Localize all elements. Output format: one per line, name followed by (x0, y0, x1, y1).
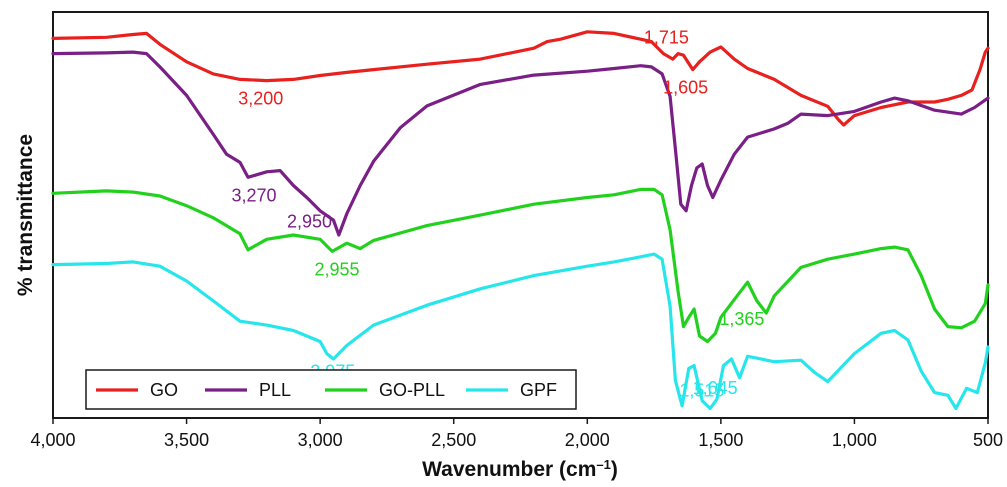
series-line-pll (51, 50, 990, 237)
y-axis-label: % transmittance (14, 134, 37, 296)
peak-label: 1,715 (644, 28, 689, 48)
peak-label: 1,645 (693, 378, 738, 398)
legend-label-go-pll: GO-PLL (379, 380, 445, 400)
peak-label: 2,950 (287, 211, 332, 231)
x-tick-label: 500 (973, 430, 1003, 450)
x-tick-label: 3,500 (164, 430, 209, 450)
annotation-layer: 3,2001,7151,6053,2702,9502,9551,3652,975… (231, 28, 764, 401)
legend-label-pll: PLL (259, 380, 291, 400)
series-layer (51, 30, 990, 411)
x-axis-label: Wavenumber (cm–1) (422, 457, 618, 482)
peak-label: 1,515 (679, 381, 724, 401)
series-line-gpf (51, 252, 990, 411)
legend: GO PLL GO-PLL GPF (85, 369, 577, 410)
x-tick-label: 2,500 (431, 430, 476, 450)
peak-label: 3,200 (238, 89, 283, 109)
x-tick-label: 4,000 (30, 430, 75, 450)
x-tick-label: 3,000 (298, 430, 343, 450)
peak-label: 3,270 (231, 185, 276, 205)
legend-label-go: GO (150, 380, 178, 400)
x-tick-label: 2,000 (565, 430, 610, 450)
peak-label: 1,605 (663, 78, 708, 98)
series-line-go (51, 30, 990, 127)
x-tick-label: 1,500 (698, 430, 743, 450)
peak-label: 2,955 (314, 259, 359, 279)
legend-label-gpf: GPF (520, 380, 557, 400)
peak-label: 1,365 (719, 309, 764, 329)
x-tick-layer: 4,000 3,500 3,000 2,500 2,000 1,500 1,000 500 (30, 418, 1003, 450)
x-tick-label: 1,000 (832, 430, 877, 450)
plot-area-frame (52, 11, 989, 419)
series-line-go-pll (51, 187, 990, 344)
